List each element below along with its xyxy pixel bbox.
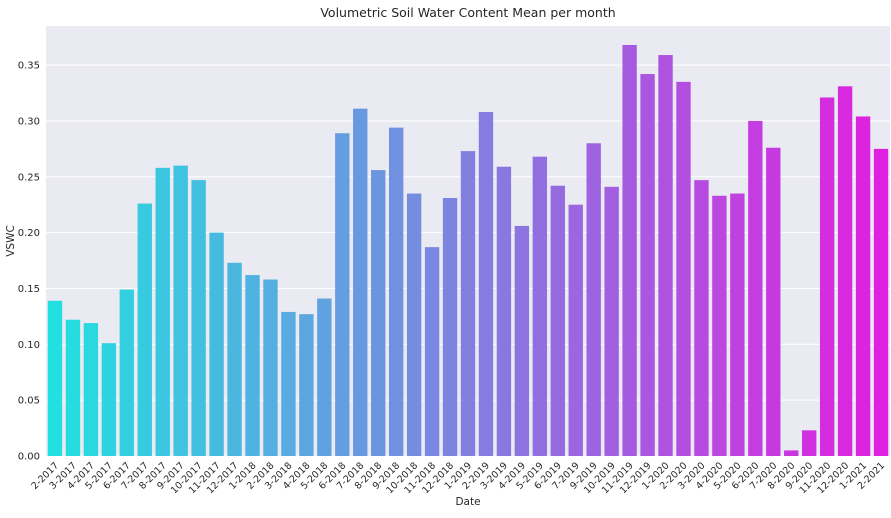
chart-title: Volumetric Soil Water Content Mean per m… [320,5,615,20]
bar-6-2019 [550,185,565,456]
bar-11-2020 [819,97,835,456]
bar-7-2020 [766,147,781,456]
bar-9-2018 [388,127,404,457]
bar-8-2018 [371,170,386,456]
bar-3-2019 [496,166,512,456]
bar-10-2017 [191,180,206,456]
bar-5-2017 [101,343,117,456]
bar-2-2017 [47,300,63,456]
bar-4-2018 [299,314,314,456]
y-tick-label: 0.00 [18,452,40,463]
bar-6-2017 [119,289,134,456]
bar-9-2020 [802,430,817,456]
bar-8-2020 [784,450,799,456]
y-tick-label: 0.35 [18,61,40,72]
bar-11-2018 [424,247,440,456]
bar-7-2017 [137,203,152,456]
y-tick-label: 0.25 [18,172,40,183]
bar-1-2021 [855,116,871,456]
bar-11-2017 [209,232,224,456]
bar-2-2018 [263,279,278,456]
bar-10-2019 [604,186,619,456]
bar-9-2017 [173,165,188,456]
bar-12-2018 [442,198,458,456]
bar-4-2019 [514,225,530,456]
y-tick-label: 0.20 [18,228,40,239]
bar-3-2020 [694,180,709,456]
bar-12-2019 [640,74,655,456]
y-tick-label: 0.30 [18,116,40,127]
bar-7-2019 [568,204,583,456]
bar-11-2019 [622,44,637,457]
bars [47,44,889,457]
bar-8-2017 [155,167,170,456]
bar-1-2019 [460,151,476,456]
bar-9-2019 [586,143,601,457]
bar-6-2020 [748,120,763,457]
bar-2-2020 [676,81,691,457]
bar-1-2018 [245,275,260,456]
x-axis-ticks: 2-20173-20174-20175-20176-20177-20178-20… [30,460,888,496]
bar-1-2020 [658,55,673,456]
bar-7-2018 [353,108,368,456]
y-tick-label: 0.10 [18,340,40,351]
bar-2-2019 [478,112,494,456]
y-tick-label: 0.05 [18,396,40,407]
bar-4-2017 [83,323,99,456]
y-axis-ticks: 0.00 0.05 0.10 0.15 0.20 0.25 0.30 0.35 [18,61,40,463]
bar-12-2020 [837,86,853,456]
x-axis-label: Date [455,496,480,508]
bar-3-2018 [281,311,296,456]
bar-5-2019 [532,156,548,456]
bar-5-2018 [317,298,332,456]
bar-3-2017 [65,319,81,456]
bar-5-2020 [730,193,745,456]
y-tick-label: 0.15 [18,284,40,295]
bar-12-2017 [227,262,242,456]
y-axis-label: VSWC [5,225,17,257]
bar-10-2018 [406,193,422,456]
bar-2-2021 [873,148,889,456]
bar-4-2020 [712,195,727,456]
bar-6-2018 [335,133,350,457]
